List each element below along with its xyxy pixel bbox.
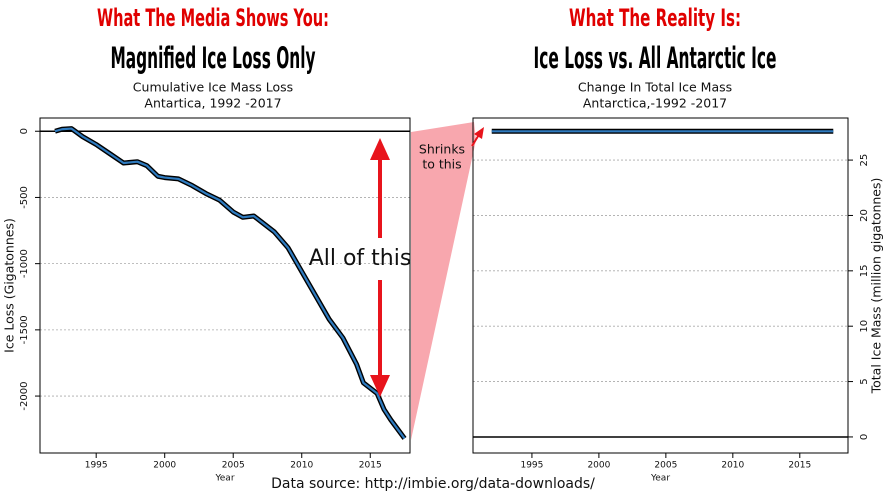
arrow-head <box>370 375 390 397</box>
x-tick-label: 2010 <box>290 461 313 471</box>
x-axis-label: Year <box>650 474 670 484</box>
annotation: All of this <box>309 246 412 271</box>
chart-title: Ice Loss vs. All Antarctic Ice <box>534 41 777 75</box>
x-tick-label: 1995 <box>85 461 108 471</box>
y-axis-label: Ice Loss (Gigatonnes) <box>2 218 17 353</box>
y-tick-label: 20 <box>859 209 870 222</box>
x-tick-label: 2010 <box>721 461 744 471</box>
x-tick-label: 2005 <box>222 461 245 471</box>
annotation: Shrinks <box>419 142 465 157</box>
x-tick-label: 2015 <box>788 461 811 471</box>
x-axis-label: Year <box>214 474 234 484</box>
subtitle: Antartica, 1992 -2017 <box>144 96 281 111</box>
series-outline <box>54 126 407 440</box>
y-tick-label: -1500 <box>19 315 30 344</box>
y-tick-label: 0 <box>19 128 30 134</box>
y-tick-label: -1000 <box>19 249 30 278</box>
kicker: What The Reality Is: <box>569 4 741 32</box>
x-tick-label: 2005 <box>654 461 677 471</box>
kicker: What The Media Shows You: <box>97 4 329 32</box>
arrow-head <box>370 138 390 160</box>
subtitle: Cumulative Ice Mass Loss <box>133 80 293 95</box>
y-axis-label: Total Ice Mass (million gigatonnes) <box>869 178 884 395</box>
source: Data source: http://imbie.org/data-downl… <box>271 476 595 492</box>
x-tick-label: 2000 <box>153 461 176 471</box>
y-tick-label: -500 <box>19 186 30 209</box>
series-line <box>54 127 406 440</box>
arrow-head <box>474 127 484 139</box>
y-tick-label: 15 <box>859 264 870 277</box>
plot-frame <box>39 117 411 454</box>
x-tick-label: 2015 <box>359 461 382 471</box>
subtitle: Change In Total Ice Mass <box>578 80 732 95</box>
chart-title: Magnified Ice Loss Only <box>111 41 316 75</box>
annotation: to this <box>422 157 461 172</box>
x-tick-label: 2000 <box>587 461 610 471</box>
y-tick-label: -2000 <box>19 382 30 411</box>
subtitle: Antarctica,-1992 -2017 <box>583 96 727 111</box>
plot-frame <box>472 117 849 454</box>
y-tick-label: 25 <box>859 154 870 167</box>
y-tick-label: 5 <box>859 378 870 384</box>
x-tick-label: 1995 <box>520 461 543 471</box>
zoom-wedge <box>411 122 476 440</box>
y-tick-label: 0 <box>859 434 870 440</box>
y-tick-label: 10 <box>859 320 870 333</box>
